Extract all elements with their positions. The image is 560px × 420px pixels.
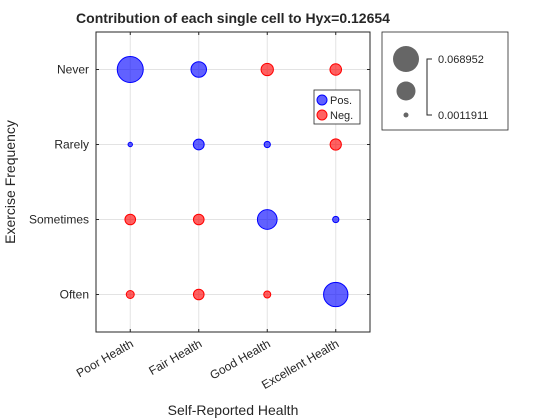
bubble-pos xyxy=(190,61,207,78)
chart-title: Contribution of each single cell to Hyx=… xyxy=(76,10,390,26)
axes-background xyxy=(96,32,370,332)
size-legend-min-label: 0.0011911 xyxy=(438,110,488,122)
axis-ticks xyxy=(96,32,370,332)
bubble-neg xyxy=(192,288,205,301)
bubble-neg xyxy=(329,138,342,151)
y-tick-label: Never xyxy=(57,63,89,77)
bubble-neg xyxy=(124,213,137,226)
legend-marker-neg xyxy=(316,109,328,121)
size-legend: 0.068952 0.0011911 xyxy=(381,31,509,131)
legend-label-neg: Neg. xyxy=(330,110,353,122)
legend-label-pos: Pos. xyxy=(330,95,352,107)
size-legend-small-marker xyxy=(403,112,409,118)
y-tick-labels: Never Rarely Sometimes Often xyxy=(29,63,89,302)
y-axis-label: Exercise Frequency xyxy=(2,120,18,244)
bubble-pos xyxy=(323,281,349,308)
size-legend-medium-marker xyxy=(396,81,416,101)
legend-marker-pos xyxy=(316,94,328,106)
bubbles xyxy=(116,56,349,308)
bubble-neg xyxy=(260,62,274,77)
bubble-neg xyxy=(263,290,272,299)
bubble-pos xyxy=(127,141,133,148)
bubble-pos xyxy=(256,209,278,230)
size-legend-bracket xyxy=(426,58,432,116)
size-legend-large-marker xyxy=(393,46,419,72)
size-legend-max-label: 0.068952 xyxy=(438,54,484,66)
bubble-neg xyxy=(125,290,135,299)
y-tick-label: Often xyxy=(60,288,89,302)
bubble-pos xyxy=(263,140,271,149)
bubble-pos xyxy=(116,56,144,83)
bubble-pos xyxy=(332,215,340,224)
y-tick-label: Sometimes xyxy=(29,213,89,227)
bubble-neg xyxy=(192,213,205,226)
bubble-neg xyxy=(329,63,343,76)
color-legend: Pos. Neg. xyxy=(313,89,361,125)
y-tick-label: Rarely xyxy=(54,138,89,152)
bubble-pos xyxy=(192,138,205,151)
x-axis-label: Self-Reported Health xyxy=(168,402,299,418)
axes-frame xyxy=(95,31,371,333)
